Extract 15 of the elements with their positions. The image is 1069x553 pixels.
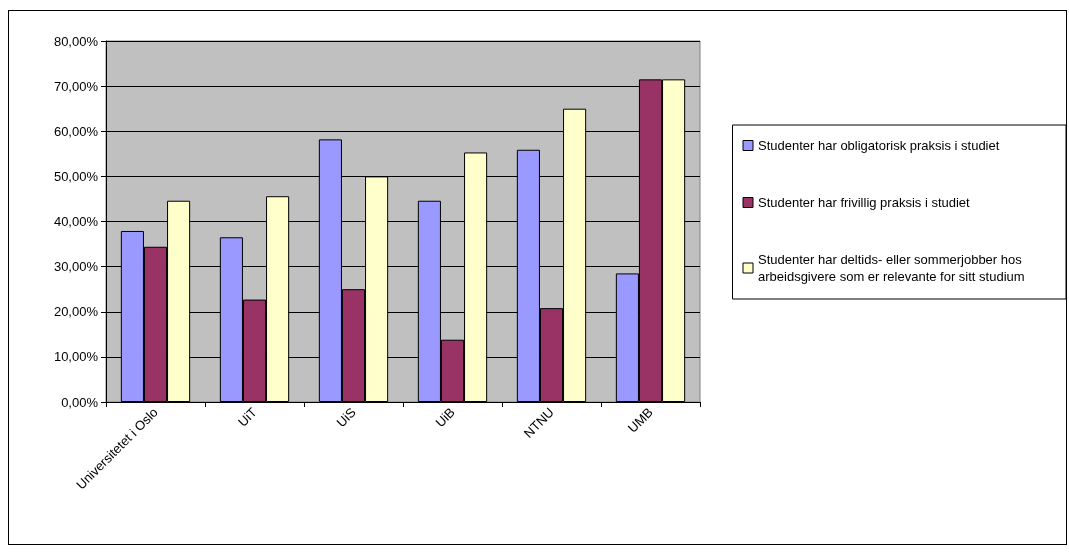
x-tick-label: UiS [333,404,360,431]
y-tick-label: 30,00% [53,259,99,275]
legend-label: Studenter har obligatorisk praksis i studiet [758,138,1000,153]
y-tick-label: 60,00% [53,123,99,139]
y-tick-label: 80,00% [53,33,99,49]
legend-label: Studenter har deltids- eller sommerjobber hos arbeidsgivere som er relevante for sitt studium [758,252,1026,284]
y-tick-label: 40,00% [53,214,99,229]
x-tick-label: UiT [234,404,260,430]
legend-label: Studenter har frivillig praksis i studiet [758,195,971,210]
y-tick-label: 0,00% [61,394,99,410]
x-tick-label: UiB [432,404,458,431]
y-tick-label: 50,00% [53,168,99,184]
y-tick-label: 70,00% [53,78,99,94]
y-tick-label: 20,00% [53,304,99,320]
y-tick-label: 10,00% [53,349,99,365]
